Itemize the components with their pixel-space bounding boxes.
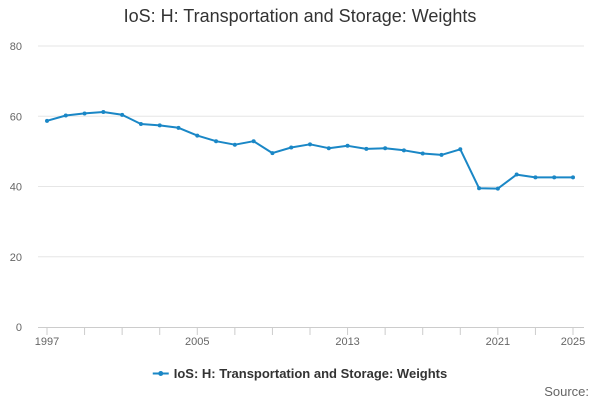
y-tick-label: 60 [10, 111, 22, 123]
data-point[interactable] [345, 143, 350, 148]
y-tick-label: 20 [10, 252, 22, 264]
data-point[interactable] [420, 151, 425, 156]
data-point[interactable] [63, 113, 68, 118]
data-point[interactable] [552, 175, 557, 180]
y-tick-label: 0 [16, 322, 22, 334]
y-tick-label: 40 [10, 182, 22, 194]
x-tick-label: 1997 [35, 336, 59, 348]
x-tick-label: 2025 [561, 336, 585, 348]
data-point[interactable] [514, 172, 519, 177]
data-point[interactable] [364, 146, 369, 151]
data-point[interactable] [270, 151, 275, 156]
data-point[interactable] [138, 121, 143, 126]
data-point[interactable] [251, 139, 256, 144]
axis-layer: 0 20 40 60 80 1997 2005 2013 2021 2025 [10, 41, 585, 348]
y-tick-label: 80 [10, 41, 22, 53]
data-point[interactable] [308, 142, 312, 147]
data-point[interactable] [383, 146, 388, 151]
legend-marker [158, 371, 164, 376]
x-tick-label: 2021 [486, 336, 510, 348]
data-point[interactable] [82, 111, 87, 116]
legend[interactable]: IoS: H: Transportation and Storage: Weig… [152, 366, 448, 381]
legend-label: IoS: H: Transportation and Storage: Weig… [174, 366, 448, 381]
data-point[interactable] [176, 125, 181, 130]
data-point[interactable] [232, 142, 237, 147]
x-tick-label: 2013 [335, 336, 359, 348]
series-line [46, 111, 573, 190]
data-point[interactable] [458, 147, 463, 152]
data-point[interactable] [101, 110, 106, 115]
data-point[interactable] [477, 186, 482, 191]
data-point[interactable] [326, 146, 331, 151]
data-point[interactable] [195, 133, 200, 138]
source-label: Source: [544, 384, 589, 399]
data-point[interactable] [45, 118, 49, 123]
data-point[interactable] [120, 112, 125, 117]
grid-layer [38, 45, 584, 258]
data-point[interactable] [533, 175, 538, 180]
x-tick-label: 2005 [185, 336, 209, 348]
series-layer [45, 110, 575, 191]
data-point[interactable] [289, 145, 294, 150]
data-point[interactable] [571, 175, 575, 180]
data-point[interactable] [214, 139, 219, 144]
data-point[interactable] [401, 148, 406, 153]
data-point[interactable] [439, 152, 444, 157]
chart-title: IoS: H: Transportation and Storage: Weig… [123, 6, 477, 26]
data-point[interactable] [495, 186, 500, 191]
data-point[interactable] [157, 123, 162, 128]
